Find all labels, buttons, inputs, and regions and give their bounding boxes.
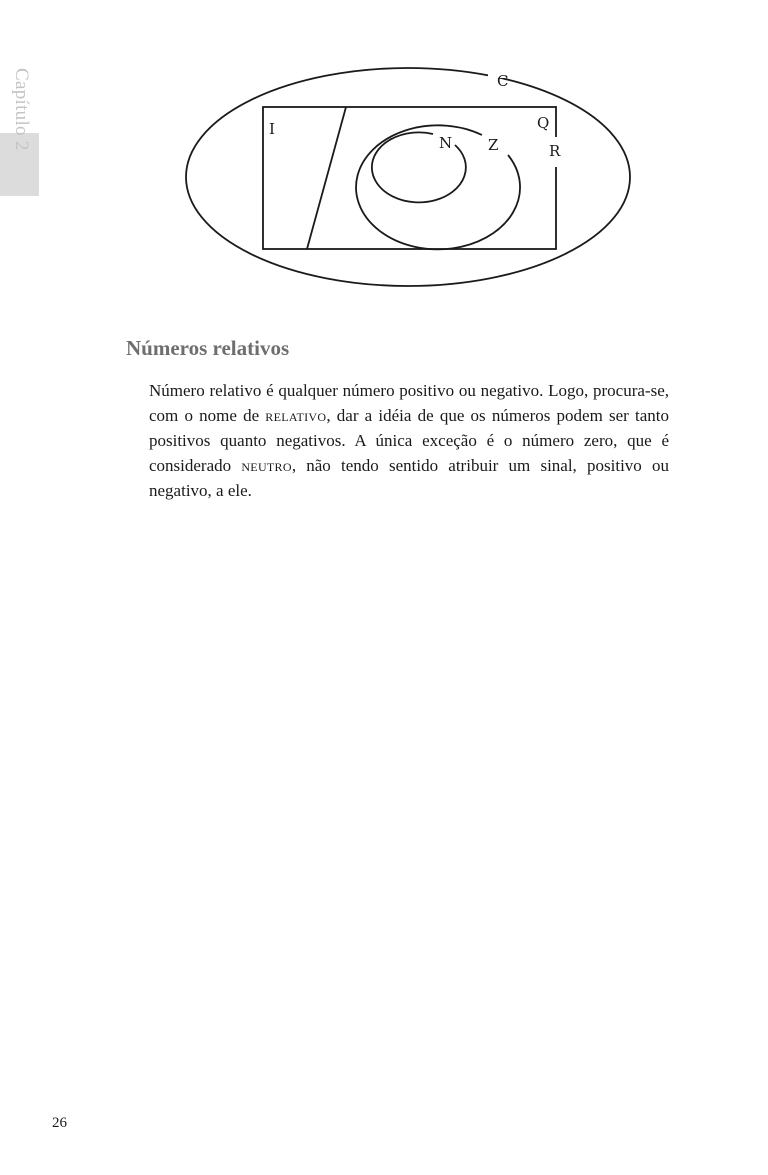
real-set-rectangle (262, 106, 557, 250)
section-title: Números relativos (126, 336, 290, 360)
label-irrational: I (269, 120, 275, 138)
label-complex: C (497, 72, 508, 90)
page-number: 26 (52, 1115, 67, 1131)
term-neutro: neutro (241, 456, 292, 475)
paragraph-text-1: Número relativo é qualquer número positi… (149, 381, 669, 425)
complex-set-ellipse (185, 67, 631, 287)
natural-set-ellipse (371, 131, 467, 204)
label-natural: N (439, 134, 452, 152)
label-real: R (549, 142, 561, 160)
term-relativo: relativo (265, 406, 327, 425)
label-integer: Z (488, 136, 498, 154)
body-paragraph: Número relativo é qualquer número positi… (149, 378, 669, 503)
paragraph-text-2: , dar a idéia de que os números podem se… (149, 406, 669, 475)
number-sets-diagram: C Q R I Z N (185, 62, 631, 287)
integer-set-ellipse (355, 124, 521, 251)
chapter-tab (0, 133, 39, 196)
irrational-divider-line (306, 106, 347, 250)
label-rational: Q (537, 114, 549, 132)
paragraph-text-3: , não tendo sentido atribuir um sinal, p… (149, 456, 669, 500)
